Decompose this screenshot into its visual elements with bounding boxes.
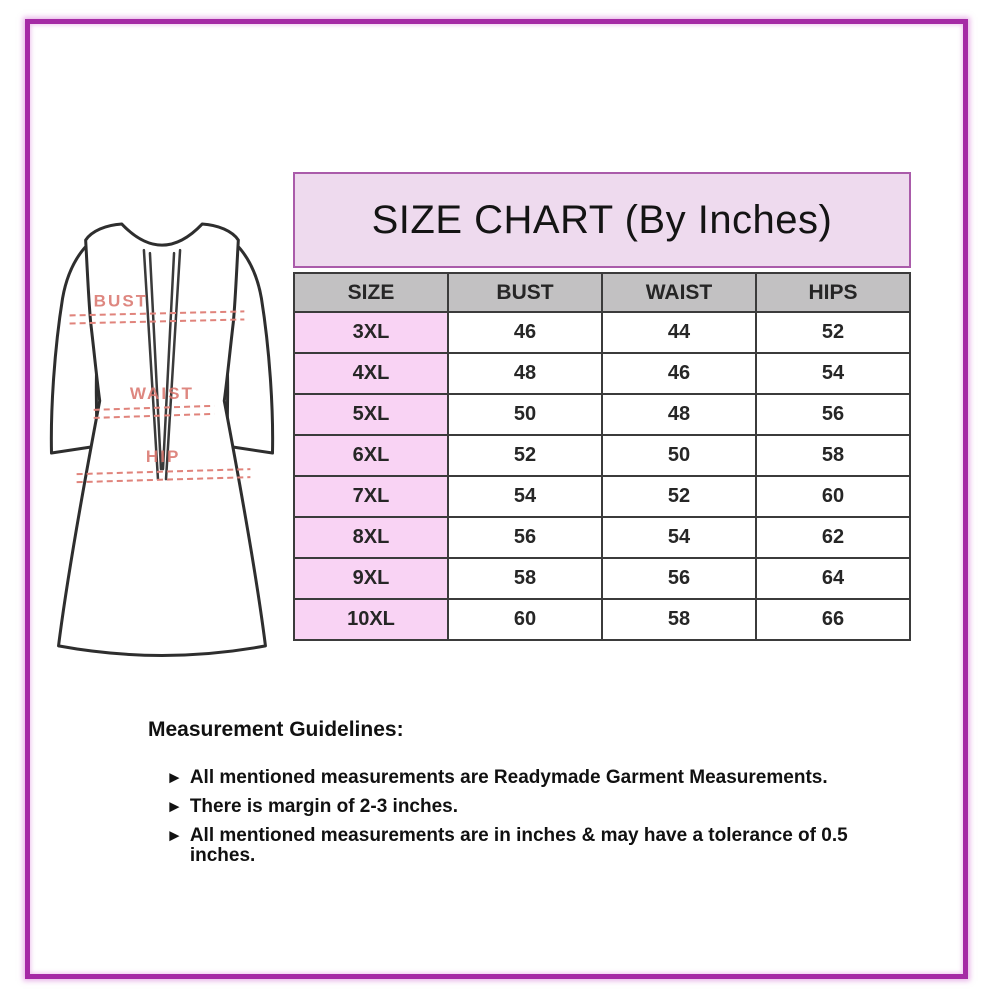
bust-label: BUST: [94, 291, 148, 310]
hips-cell: 58: [755, 434, 911, 477]
neck-placket: [142, 248, 182, 481]
bullet-arrow-icon: ►: [166, 826, 183, 845]
measurement-guidelines: Measurement Guidelines: ► All mentioned …: [148, 718, 888, 875]
bust-cell: 46: [447, 311, 603, 354]
waist-cell: 46: [601, 352, 757, 395]
column-header-size: SIZE: [293, 272, 449, 313]
size-cell: 5XL: [293, 393, 449, 436]
column-header-waist: WAIST: [601, 272, 757, 313]
bust-cell: 54: [447, 475, 603, 518]
hips-cell: 52: [755, 311, 911, 354]
guideline-item: ► All mentioned measurements are Readyma…: [166, 768, 888, 788]
size-cell: 9XL: [293, 557, 449, 600]
waist-cell: 56: [601, 557, 757, 600]
waist-cell: 54: [601, 516, 757, 559]
garment-sketch: BUST WAIST HIP: [49, 222, 275, 657]
guideline-item: ► There is margin of 2-3 inches.: [166, 797, 888, 817]
size-cell: 8XL: [293, 516, 449, 559]
column-header-hips: HIPS: [755, 272, 911, 313]
column-header-bust: BUST: [447, 272, 603, 313]
waist-label: WAIST: [130, 384, 194, 403]
waist-cell: 48: [601, 393, 757, 436]
hips-cell: 54: [755, 352, 911, 395]
hip-label: HIP: [146, 447, 180, 466]
hips-cell: 62: [755, 516, 911, 559]
waist-cell: 52: [601, 475, 757, 518]
bust-cell: 50: [447, 393, 603, 436]
bullet-arrow-icon: ►: [166, 797, 183, 816]
waist-cell: 44: [601, 311, 757, 354]
size-cell: 4XL: [293, 352, 449, 395]
table-row: 10XL 60 58 66: [293, 598, 911, 641]
waist-dash-line: [93, 404, 215, 411]
size-cell: 6XL: [293, 434, 449, 477]
table-row: 7XL 54 52 60: [293, 475, 911, 518]
page-title: SIZE CHART (By Inches): [371, 197, 833, 242]
waist-cell: 50: [601, 434, 757, 477]
table-row: 3XL 46 44 52: [293, 311, 911, 354]
table-row: 6XL 52 50 58: [293, 434, 911, 477]
guideline-item: ► All mentioned measurements are in inch…: [166, 826, 888, 866]
table-row: 8XL 56 54 62: [293, 516, 911, 559]
waist-dash-line: [93, 412, 215, 419]
size-chart-table: SIZE BUST WAIST HIPS 3XL 46 44 52 4XL 48…: [293, 272, 911, 641]
bullet-arrow-icon: ►: [166, 768, 183, 787]
bust-cell: 60: [447, 598, 603, 641]
bust-dash-line: [69, 310, 245, 317]
table-header-row: SIZE BUST WAIST HIPS: [293, 272, 911, 313]
bust-dash-line: [69, 318, 245, 325]
bust-cell: 56: [447, 516, 603, 559]
table-row: 5XL 50 48 56: [293, 393, 911, 436]
guidelines-title: Measurement Guidelines:: [148, 718, 404, 741]
hips-cell: 60: [755, 475, 911, 518]
hip-dash-line: [76, 468, 251, 476]
hips-cell: 66: [755, 598, 911, 641]
guideline-text: There is margin of 2-3 inches.: [189, 796, 459, 817]
bust-cell: 58: [447, 557, 603, 600]
table-row: 9XL 58 56 64: [293, 557, 911, 600]
bust-cell: 52: [447, 434, 603, 477]
hip-dash-line: [76, 476, 251, 484]
size-cell: 10XL: [293, 598, 449, 641]
hips-cell: 64: [755, 557, 911, 600]
guideline-text: All mentioned measurements are in inches…: [189, 825, 848, 866]
size-cell: 3XL: [293, 311, 449, 354]
guideline-text: All mentioned measurements are Readymade…: [189, 767, 828, 788]
size-cell: 7XL: [293, 475, 449, 518]
size-chart-title-band: SIZE CHART (By Inches): [293, 172, 911, 268]
bust-cell: 48: [447, 352, 603, 395]
hips-cell: 56: [755, 393, 911, 436]
waist-cell: 58: [601, 598, 757, 641]
table-row: 4XL 48 46 54: [293, 352, 911, 395]
